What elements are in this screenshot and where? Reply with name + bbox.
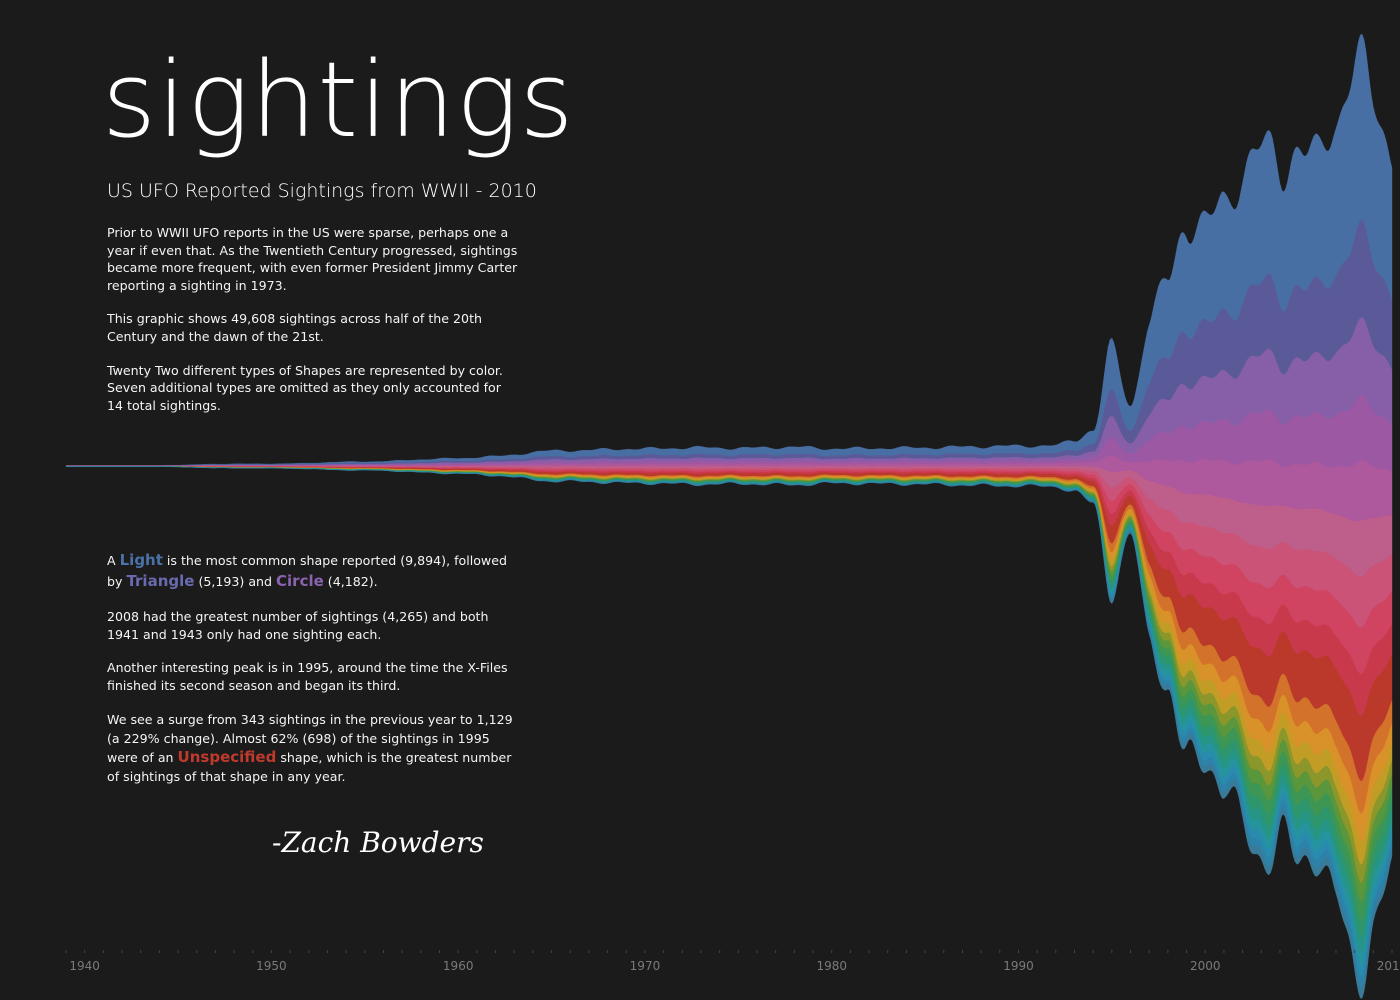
findings-paragraph-4: We see a surge from 343 sightings in the…: [107, 710, 519, 786]
findings-paragraph-1: A Light is the most common shape reporte…: [107, 550, 519, 592]
findings-paragraph-3: Another interesting peak is in 1995, aro…: [107, 660, 508, 693]
stream-layers: [65, 33, 1393, 999]
x-tick-label-1960: 1960: [443, 959, 474, 973]
intro-paragraph-3: Twenty Two different types of Shapes are…: [107, 362, 503, 413]
intro-paragraph-2: This graphic shows 49,608 sightings acro…: [107, 311, 482, 344]
x-tick-label-2010: 2010: [1377, 959, 1400, 973]
findings-text: A Light is the most common shape reporte…: [107, 550, 519, 802]
x-axis: 1940 1950 1960 1970 1980 1990 2000 2010: [65, 950, 1400, 973]
x-tick-label-1940: 1940: [69, 959, 100, 973]
stream-layer-shape-22: [66, 466, 1393, 999]
x-tick-label-1970: 1970: [630, 959, 661, 973]
unspecified-highlight: Unspecified: [177, 748, 277, 767]
findings-text-fragment: (4,182).: [323, 574, 378, 589]
x-tick-label-2000: 2000: [1190, 959, 1221, 973]
author-signature: -Zach Bowders: [272, 826, 484, 859]
circle-highlight: Circle: [276, 572, 324, 590]
x-tick-label-1950: 1950: [256, 959, 287, 973]
x-tick-label-1990: 1990: [1003, 959, 1034, 973]
triangle-highlight: Triangle: [126, 572, 195, 590]
findings-text-fragment: A: [107, 553, 120, 568]
page-subtitle: US UFO Reported Sightings from WWII - 20…: [107, 180, 537, 202]
findings-text-fragment: shape, which is the greatest number of s…: [107, 750, 512, 785]
intro-text: Prior to WWII UFO reports in the US were…: [107, 224, 519, 430]
findings-paragraph-2: 2008 had the greatest number of sighting…: [107, 609, 489, 642]
light-highlight: Light: [119, 551, 163, 569]
findings-text-fragment: is the most common shape reported (9,894…: [107, 553, 507, 589]
findings-text-fragment: (5,193) and: [194, 574, 277, 589]
intro-paragraph-1: Prior to WWII UFO reports in the US were…: [107, 225, 518, 293]
findings-text-fragment: We see a surge from 343 sightings in the…: [107, 712, 513, 766]
x-tick-label-1980: 1980: [816, 959, 847, 973]
page-title: sightings: [102, 39, 575, 161]
